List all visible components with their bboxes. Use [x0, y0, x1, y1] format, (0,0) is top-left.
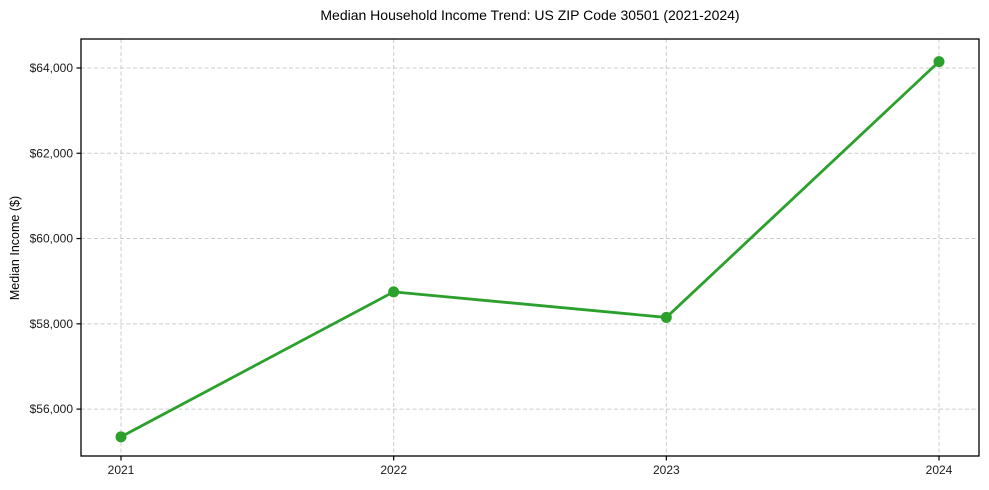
y-tick-label: $62,000 [30, 146, 74, 160]
x-tick-label: 2022 [380, 463, 407, 477]
y-tick-label: $58,000 [30, 317, 74, 331]
x-tick-label: 2024 [926, 463, 953, 477]
data-point-2021 [115, 431, 127, 443]
data-point-2023 [660, 311, 672, 323]
y-tick-label: $60,000 [30, 232, 74, 246]
y-tick-label: $56,000 [30, 402, 74, 416]
trend-line [119, 60, 941, 439]
data-point-2022 [388, 286, 400, 298]
x-tick-label: 2021 [108, 463, 135, 477]
x-tick-label: 2023 [653, 463, 680, 477]
data-point-2024 [933, 56, 945, 68]
y-tick-label: $64,000 [30, 61, 74, 75]
chart-title: Median Household Income Trend: US ZIP Co… [320, 7, 740, 23]
plot-border [80, 38, 980, 457]
